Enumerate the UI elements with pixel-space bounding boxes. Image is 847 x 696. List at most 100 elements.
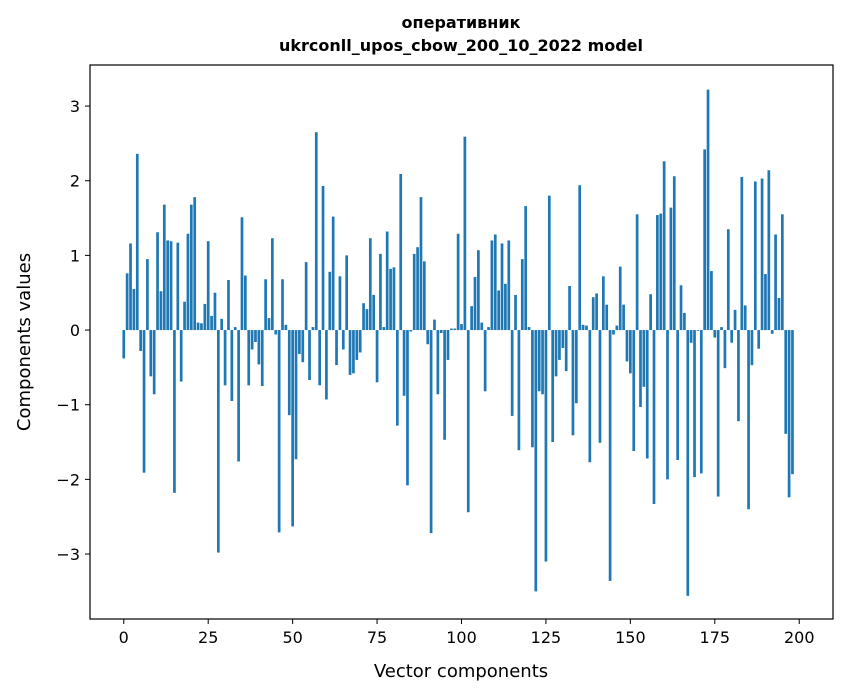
bar-181 bbox=[733, 309, 737, 331]
bar-87 bbox=[416, 247, 419, 331]
bar-190 bbox=[764, 274, 767, 331]
bar-86 bbox=[412, 253, 416, 331]
bar-155 bbox=[645, 330, 649, 459]
bar-169 bbox=[693, 330, 696, 478]
chart-title: оперативник bbox=[402, 13, 521, 32]
bar-184 bbox=[743, 305, 747, 331]
bar-168 bbox=[689, 330, 693, 343]
bar-152 bbox=[635, 214, 639, 331]
bar-81 bbox=[395, 330, 399, 426]
bar-64 bbox=[338, 276, 342, 331]
bar-196 bbox=[784, 330, 788, 434]
bar-37 bbox=[247, 330, 251, 386]
bar-15 bbox=[173, 330, 176, 493]
bar-137 bbox=[585, 325, 588, 331]
bar-150 bbox=[629, 330, 632, 374]
bar-187 bbox=[753, 181, 757, 331]
bar-53 bbox=[301, 330, 305, 363]
bar-50 bbox=[291, 330, 294, 527]
bar-97 bbox=[450, 328, 453, 331]
bar-92 bbox=[433, 319, 436, 331]
bar-120 bbox=[527, 327, 531, 331]
bar-27 bbox=[213, 292, 217, 331]
bar-0 bbox=[122, 330, 126, 359]
bar-105 bbox=[477, 250, 480, 331]
bar-166 bbox=[683, 312, 686, 331]
bar-93 bbox=[436, 330, 440, 395]
bar-44 bbox=[271, 238, 274, 331]
bar-195 bbox=[780, 214, 784, 331]
bar-55 bbox=[308, 330, 311, 381]
bar-100 bbox=[460, 324, 463, 331]
bar-145 bbox=[612, 330, 615, 335]
bar-76 bbox=[379, 253, 382, 331]
bar-7 bbox=[146, 259, 149, 331]
bar-1 bbox=[125, 273, 129, 331]
bar-107 bbox=[483, 330, 487, 392]
bar-136 bbox=[581, 324, 585, 331]
bar-40 bbox=[257, 330, 261, 365]
y-tick-label: −2 bbox=[56, 470, 80, 489]
bar-102 bbox=[466, 330, 470, 513]
bar-143 bbox=[605, 304, 609, 331]
bar-115 bbox=[510, 330, 514, 416]
bar-67 bbox=[348, 330, 352, 375]
bar-75 bbox=[375, 330, 379, 383]
bar-26 bbox=[210, 315, 213, 331]
bar-121 bbox=[531, 330, 534, 448]
bar-42 bbox=[264, 279, 267, 331]
bar-153 bbox=[639, 330, 642, 407]
bar-112 bbox=[500, 243, 504, 331]
bar-57 bbox=[314, 132, 318, 331]
bar-148 bbox=[622, 304, 625, 331]
bar-117 bbox=[517, 330, 521, 451]
y-tick-label: −3 bbox=[56, 545, 80, 564]
bar-70 bbox=[358, 330, 362, 353]
bar-167 bbox=[686, 330, 690, 596]
bar-63 bbox=[335, 330, 338, 366]
bar-82 bbox=[399, 174, 403, 331]
bar-99 bbox=[456, 233, 460, 331]
bar-85 bbox=[409, 330, 413, 332]
bar-34 bbox=[237, 330, 240, 462]
bar-91 bbox=[429, 330, 433, 534]
bar-16 bbox=[176, 242, 180, 331]
bar-54 bbox=[304, 262, 308, 331]
bar-23 bbox=[200, 323, 203, 331]
bar-128 bbox=[554, 330, 558, 377]
bar-45 bbox=[274, 330, 278, 335]
bar-149 bbox=[625, 330, 629, 362]
x-tick-label: 50 bbox=[282, 628, 302, 647]
bar-96 bbox=[446, 330, 450, 360]
bar-49 bbox=[287, 330, 291, 416]
bar-175 bbox=[713, 330, 717, 338]
bar-29 bbox=[220, 318, 224, 331]
bar-123 bbox=[537, 330, 541, 392]
bar-179 bbox=[726, 229, 730, 331]
bar-140 bbox=[595, 293, 598, 331]
bar-113 bbox=[504, 283, 507, 331]
bar-183 bbox=[740, 176, 744, 331]
bar-74 bbox=[372, 294, 376, 331]
bar-133 bbox=[571, 330, 575, 436]
bar-68 bbox=[352, 330, 355, 374]
bar-79 bbox=[389, 268, 392, 331]
bar-36 bbox=[244, 275, 247, 331]
bar-41 bbox=[260, 330, 264, 387]
bar-5 bbox=[139, 330, 143, 351]
bar-192 bbox=[770, 330, 774, 334]
bar-101 bbox=[463, 136, 467, 331]
bar-84 bbox=[406, 330, 409, 486]
bar-69 bbox=[355, 330, 359, 360]
bar-109 bbox=[490, 240, 494, 331]
y-tick-label: 0 bbox=[70, 321, 80, 340]
bar-172 bbox=[703, 149, 707, 331]
bar-32 bbox=[230, 330, 234, 401]
y-axis-ticks: 3 2 1 0 −1 −2 −3 bbox=[56, 97, 90, 564]
bar-116 bbox=[514, 294, 517, 331]
bar-194 bbox=[777, 297, 781, 331]
bar-9 bbox=[152, 330, 156, 395]
bar-161 bbox=[666, 330, 669, 480]
